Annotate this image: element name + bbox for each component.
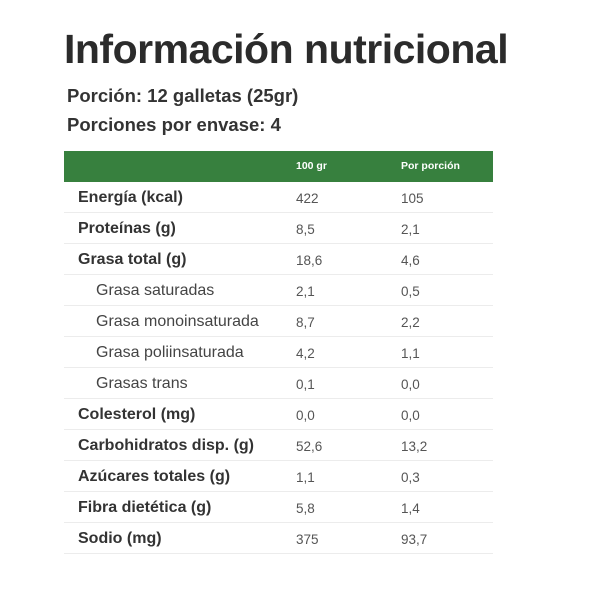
value-per-100g: 5,8 (296, 501, 315, 516)
value-per-100g: 4,2 (296, 346, 315, 361)
table-row: Grasa saturadas 2,1 0,5 (64, 275, 493, 306)
value-per-serving: 1,1 (401, 346, 420, 361)
nutrient-label: Grasa poliinsaturada (96, 344, 244, 361)
table-row: Grasa poliinsaturada 4,2 1,1 (64, 337, 493, 368)
value-per-100g: 52,6 (296, 439, 323, 454)
nutrient-label: Fibra dietética (g) (78, 499, 212, 516)
nutrient-label: Carbohidratos disp. (g) (78, 437, 254, 454)
value-per-serving: 0,5 (401, 284, 420, 299)
value-per-100g: 8,5 (296, 222, 315, 237)
nutrient-label: Grasa monoinsaturada (96, 313, 259, 330)
nutrient-label: Energía (kcal) (78, 189, 183, 206)
table-header: 100 gr Por porción (64, 151, 493, 182)
table-row: Proteínas (g) 8,5 2,1 (64, 213, 493, 244)
table-row: Carbohidratos disp. (g) 52,6 13,2 (64, 430, 493, 461)
value-per-serving: 13,2 (401, 439, 428, 454)
table-row: Fibra dietética (g) 5,8 1,4 (64, 492, 493, 523)
value-per-100g: 0,0 (296, 408, 315, 423)
nutrient-label: Grasas trans (96, 375, 188, 392)
page-title: Información nutricional (64, 26, 509, 72)
value-per-serving: 0,0 (401, 408, 420, 423)
table-row: Azúcares totales (g) 1,1 0,3 (64, 461, 493, 492)
value-per-100g: 18,6 (296, 253, 323, 268)
column-header-100g: 100 gr (296, 160, 327, 172)
nutrient-label: Grasa total (g) (78, 251, 187, 268)
value-per-serving: 105 (401, 191, 424, 206)
value-per-serving: 2,2 (401, 315, 420, 330)
value-per-100g: 422 (296, 191, 319, 206)
value-per-serving: 0,0 (401, 377, 420, 392)
nutrient-label: Colesterol (mg) (78, 406, 196, 423)
nutrient-label: Proteínas (g) (78, 220, 176, 237)
value-per-serving: 93,7 (401, 532, 428, 547)
serving-size: Porción: 12 galletas (25gr) (67, 85, 299, 106)
nutrient-label: Azúcares totales (g) (78, 468, 231, 485)
value-per-serving: 2,1 (401, 222, 420, 237)
value-per-100g: 375 (296, 532, 319, 547)
table-row: Grasa monoinsaturada 8,7 2,2 (64, 306, 493, 337)
table-row: Energía (kcal) 422 105 (64, 182, 493, 213)
table-row: Colesterol (mg) 0,0 0,0 (64, 399, 493, 430)
table-row: Grasa total (g) 18,6 4,6 (64, 244, 493, 275)
value-per-serving: 4,6 (401, 253, 420, 268)
table-body: Energía (kcal) 422 105 Proteínas (g) 8,5 2,1 G… (64, 182, 493, 554)
table-row: Sodio (mg) 375 93,7 (64, 523, 493, 554)
value-per-100g: 1,1 (296, 470, 315, 485)
value-per-serving: 1,4 (401, 501, 420, 516)
value-per-serving: 0,3 (401, 470, 420, 485)
servings-per-package: Porciones por envase: 4 (67, 114, 281, 135)
nutrition-table: 100 gr Por porción Energía (kcal) 422 105 P… (64, 151, 493, 554)
value-per-100g: 8,7 (296, 315, 315, 330)
nutrient-label: Sodio (mg) (78, 530, 162, 547)
nutrient-label: Grasa saturadas (96, 282, 215, 299)
value-per-100g: 2,1 (296, 284, 315, 299)
value-per-100g: 0,1 (296, 377, 315, 392)
table-row: Grasas trans 0,1 0,0 (64, 368, 493, 399)
column-header-per-serving: Por porción (401, 160, 460, 172)
